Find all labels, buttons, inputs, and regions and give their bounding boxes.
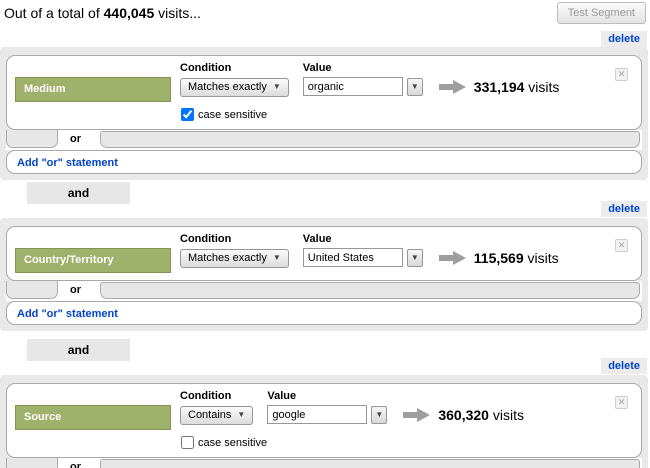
case-sensitive-label: case sensitive (198, 436, 268, 449)
chevron-down-icon: ▼ (375, 409, 384, 419)
close-icon[interactable]: ✕ (615, 239, 628, 252)
case-sensitive-checkbox-source[interactable] (181, 436, 194, 449)
or-label: or (70, 133, 81, 145)
add-or-box: Add "or" statement (6, 150, 642, 174)
condition-label: Condition (180, 233, 232, 245)
visits-count: 360,320 visits (438, 407, 524, 423)
or-tab-left (6, 130, 58, 148)
or-tab-right (100, 282, 640, 299)
statement-box-country: Country/Territory Condition Matches exac… (6, 226, 642, 281)
segment-panel-medium: Medium Condition Matches exactly ▼ Value… (0, 47, 648, 180)
condition-dropdown-value: Matches exactly (188, 252, 267, 264)
value-label: Value (267, 390, 297, 402)
or-label: or (70, 284, 81, 296)
delete-link-2[interactable]: delete (601, 201, 647, 217)
result: 360,320 visits (403, 407, 524, 423)
or-label: or (70, 461, 81, 468)
dimension-chip-source[interactable]: Source (15, 405, 171, 430)
right-arrow-icon (438, 251, 466, 265)
condition-group: Condition Contains ▼ (180, 390, 254, 425)
result: 115,569 visits (438, 250, 559, 266)
add-or-box: Add "or" statement (6, 301, 642, 325)
or-connector-row: or (6, 458, 642, 468)
chevron-down-icon: ▼ (237, 410, 246, 419)
test-segment-button[interactable]: Test Segment (556, 2, 646, 24)
statement-row: Medium Condition Matches exactly ▼ Value… (15, 62, 633, 102)
or-tab-left (6, 281, 58, 299)
total-visits-number: 440,045 (103, 5, 155, 21)
dimension-chip-medium[interactable]: Medium (15, 77, 171, 102)
visits-count: 331,194 visits (473, 79, 560, 95)
and-separator-1: and delete (0, 182, 650, 218)
delete-link-3[interactable]: delete (601, 358, 647, 374)
case-sensitive-checkbox-medium[interactable] (181, 108, 194, 121)
condition-dropdown-country[interactable]: Matches exactly ▼ (180, 248, 289, 268)
value-input-country[interactable] (302, 248, 403, 267)
chevron-down-icon: ▼ (410, 252, 419, 262)
or-connector-row: or (6, 281, 642, 301)
statement-box-medium: Medium Condition Matches exactly ▼ Value… (6, 55, 642, 130)
or-tab-right (100, 459, 640, 468)
value-group: Value ▼ (267, 390, 388, 424)
condition-dropdown-value: Contains (188, 409, 232, 421)
or-tab-left (6, 458, 58, 468)
condition-dropdown-medium[interactable]: Matches exactly ▼ (180, 77, 289, 97)
case-sensitive-label: case sensitive (198, 108, 268, 121)
chevron-down-icon: ▼ (272, 253, 281, 262)
and-tab: and (27, 339, 130, 361)
or-connector-row: or (6, 130, 642, 150)
statement-row: Source Condition Contains ▼ Value ▼ (15, 390, 633, 430)
value-dropdown-button[interactable]: ▼ (406, 77, 423, 96)
statement-row: Country/Territory Condition Matches exac… (15, 233, 633, 273)
condition-group: Condition Matches exactly ▼ (180, 233, 289, 268)
and-tab: and (27, 182, 130, 204)
value-group: Value ▼ (302, 62, 423, 96)
value-dropdown-button[interactable]: ▼ (371, 405, 388, 424)
add-or-statement-link-2[interactable]: Add "or" statement (17, 308, 118, 320)
right-arrow-icon (438, 80, 466, 94)
visits-count: 115,569 visits (473, 250, 559, 266)
chevron-down-icon: ▼ (410, 81, 419, 91)
value-dropdown-button[interactable]: ▼ (406, 248, 423, 267)
value-input-source[interactable] (267, 405, 368, 424)
value-label: Value (302, 62, 332, 74)
header: Out of a total of 440,045 visits... Test… (0, 0, 650, 26)
close-icon[interactable]: ✕ (615, 68, 628, 81)
add-or-statement-link-1[interactable]: Add "or" statement (17, 157, 118, 169)
condition-dropdown-source[interactable]: Contains ▼ (180, 405, 254, 425)
statement-box-source: Source Condition Contains ▼ Value ▼ (6, 383, 642, 458)
and-separator-2: and delete (0, 339, 650, 375)
close-icon[interactable]: ✕ (615, 396, 628, 409)
result: 331,194 visits (438, 79, 560, 95)
or-tab-right (100, 131, 640, 148)
total-visits-text: Out of a total of 440,045 visits... (4, 5, 201, 21)
value-group: Value ▼ (302, 233, 423, 267)
case-sensitive-row: case sensitive (181, 107, 633, 122)
delete-link-1[interactable]: delete (601, 31, 647, 47)
chevron-down-icon: ▼ (272, 82, 281, 91)
dimension-chip-country[interactable]: Country/Territory (15, 248, 171, 273)
condition-label: Condition (180, 62, 232, 74)
segment-panel-source: Source Condition Contains ▼ Value ▼ (0, 375, 648, 468)
case-sensitive-row: case sensitive (181, 435, 633, 450)
value-label: Value (302, 233, 332, 245)
condition-dropdown-value: Matches exactly (188, 81, 267, 93)
value-input-medium[interactable] (302, 77, 403, 96)
condition-group: Condition Matches exactly ▼ (180, 62, 289, 97)
segment-panel-country: Country/Territory Condition Matches exac… (0, 218, 648, 331)
right-arrow-icon (403, 408, 431, 422)
condition-label: Condition (180, 390, 232, 402)
delete-row-1: delete (0, 30, 650, 47)
